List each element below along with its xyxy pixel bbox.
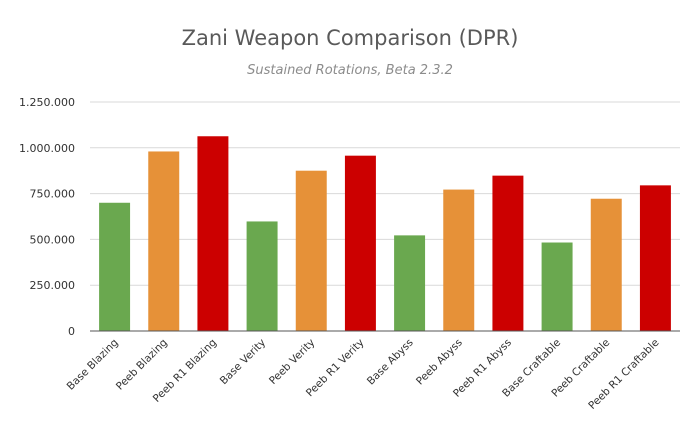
- bar: [246, 221, 278, 331]
- x-tick-label: Peeb Abyss: [414, 337, 465, 388]
- bar: [394, 235, 426, 331]
- chart-title: Zani Weapon Comparison (DPR): [182, 26, 519, 50]
- x-tick-label: Peeb Blazing: [114, 337, 170, 393]
- x-tick-label: Base Blazing: [65, 337, 121, 393]
- bar: [344, 155, 376, 331]
- bar: [590, 198, 622, 331]
- x-tick-label: Base Verity: [218, 337, 268, 387]
- y-tick-label: 750.000: [30, 188, 76, 201]
- bar: [99, 202, 131, 331]
- chart-subtitle: Sustained Rotations, Beta 2.3.2: [247, 63, 453, 78]
- bar: [295, 170, 327, 331]
- bar: [148, 151, 180, 331]
- x-tick-label: Peeb Verity: [267, 337, 317, 387]
- y-tick-label: 500.000: [30, 233, 76, 246]
- y-tick-label: 250.000: [30, 279, 76, 292]
- bar: [443, 189, 475, 331]
- y-tick-label: 1.000.000: [19, 142, 75, 155]
- y-tick-label: 1.250.000: [19, 96, 75, 109]
- bar: [197, 136, 229, 331]
- y-tick-label: 0: [68, 325, 75, 338]
- bars: [99, 136, 671, 331]
- gridlines: [90, 101, 680, 286]
- x-tick-label: Base Abyss: [365, 337, 416, 388]
- bar: [541, 242, 573, 331]
- bar: [492, 175, 524, 331]
- bar: [639, 185, 671, 331]
- y-axis-ticks: 0 250.000 500.000 750.000 1.000.000 1.250.000: [19, 96, 75, 338]
